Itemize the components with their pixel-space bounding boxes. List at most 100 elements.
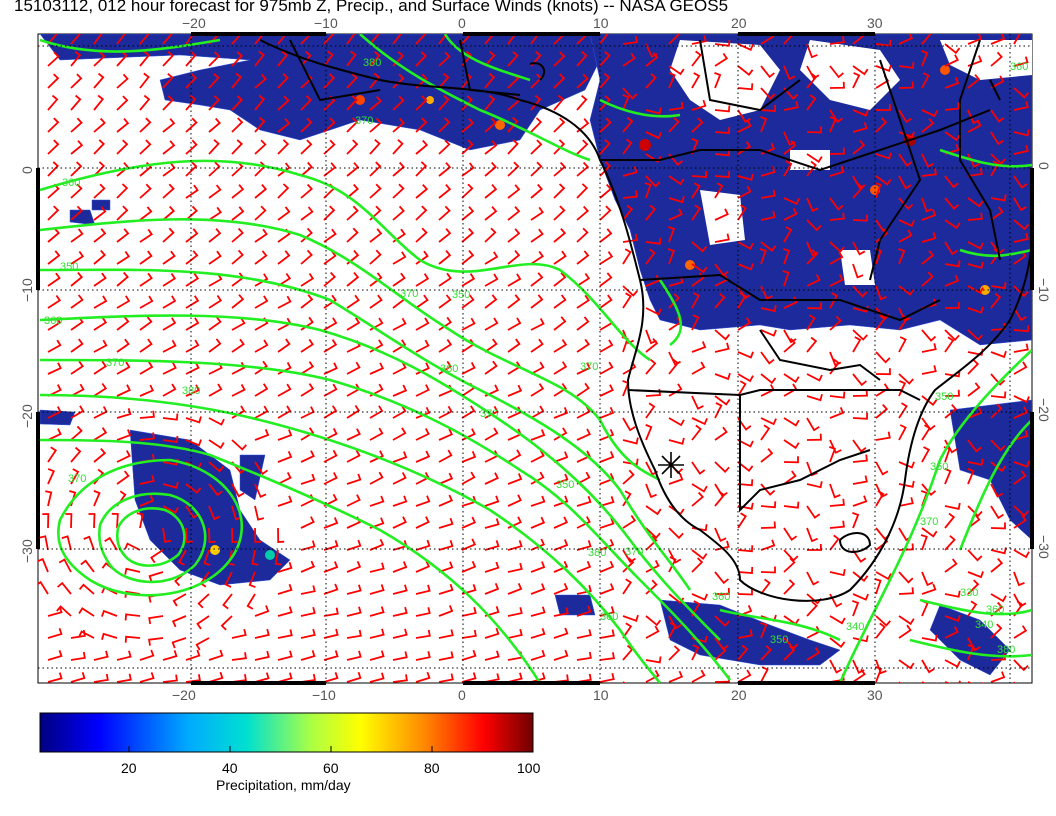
wind-barb xyxy=(760,521,776,529)
wind-barb xyxy=(576,250,590,265)
wind-barb xyxy=(737,83,754,91)
wind-barb xyxy=(1013,129,1030,137)
wind-barb xyxy=(415,406,431,419)
contour-label: 370 xyxy=(580,361,598,373)
wind-barb xyxy=(507,338,521,353)
wind-barb xyxy=(224,571,233,588)
wind-barb xyxy=(852,389,868,397)
wind-barb xyxy=(645,358,657,375)
wind-barb xyxy=(346,34,356,45)
wind-barb xyxy=(78,630,95,639)
wind-barb xyxy=(990,547,1007,555)
wind-barb xyxy=(78,583,95,595)
wind-barb xyxy=(990,391,1007,399)
wind-barb xyxy=(530,317,545,331)
wind-barb xyxy=(185,161,198,177)
wind-barb xyxy=(668,549,682,564)
wind-barb xyxy=(622,35,638,45)
wind-barb xyxy=(967,579,980,595)
wind-barb xyxy=(875,536,889,551)
wind-barb xyxy=(47,227,60,243)
wind-barb xyxy=(162,118,176,133)
wind-barb xyxy=(300,540,316,551)
wind-barb xyxy=(208,505,221,521)
wind-barb xyxy=(691,99,707,111)
wind-barb xyxy=(599,406,615,419)
wind-barb xyxy=(300,227,313,243)
wind-barb xyxy=(254,117,266,133)
wind-barb xyxy=(231,206,245,221)
wind-barb xyxy=(116,429,132,441)
wind-barb xyxy=(806,153,823,163)
wind-barb xyxy=(254,34,265,45)
wind-barb xyxy=(415,584,431,595)
wind-barb xyxy=(231,652,247,661)
wind-barb xyxy=(530,34,540,45)
lat-tick-left: −30 xyxy=(19,539,35,563)
wind-barb xyxy=(323,294,337,309)
wind-barb xyxy=(70,140,84,155)
wind-barb xyxy=(898,659,915,670)
wind-barb xyxy=(759,248,767,265)
wind-barb xyxy=(80,559,95,573)
wind-barb xyxy=(944,329,960,342)
wind-barb xyxy=(438,338,453,353)
wind-barb xyxy=(323,50,334,67)
wind-barb xyxy=(116,250,131,265)
wind-barb xyxy=(507,116,519,133)
wind-barb xyxy=(116,205,129,221)
wind-barb xyxy=(254,650,270,661)
wind-barb xyxy=(323,162,337,177)
wind-barb xyxy=(392,95,405,111)
wind-barb xyxy=(70,183,83,199)
wind-barb xyxy=(852,454,868,463)
wind-barb xyxy=(944,659,961,668)
wind-barb xyxy=(967,571,984,579)
wind-barb xyxy=(93,427,108,441)
wind-barb xyxy=(599,361,614,375)
wind-barb xyxy=(852,140,866,155)
wind-barb xyxy=(829,212,845,221)
wind-barb xyxy=(668,383,683,397)
wind-barb xyxy=(967,407,983,419)
wind-barb xyxy=(829,637,846,648)
wind-barb xyxy=(231,95,243,111)
wind-barb xyxy=(277,405,292,419)
wind-barb xyxy=(553,272,567,287)
wind-barb xyxy=(852,412,868,420)
wind-barb xyxy=(553,407,569,419)
wind-barb xyxy=(415,227,428,243)
wind-barb xyxy=(438,294,452,309)
wind-barb xyxy=(484,94,496,111)
wind-barb xyxy=(944,43,961,55)
wind-barb xyxy=(576,428,592,441)
wind-barb xyxy=(599,451,615,463)
wind-barb xyxy=(645,656,662,664)
wind-barb xyxy=(254,405,269,419)
wind-barb xyxy=(622,87,638,100)
wind-barb xyxy=(553,316,567,331)
wind-barb xyxy=(553,473,569,485)
wind-barb xyxy=(760,65,775,79)
wind-barb xyxy=(139,295,154,309)
wind-barb xyxy=(185,205,198,221)
wind-barb xyxy=(553,339,568,353)
wind-barb xyxy=(760,210,776,221)
wind-barb xyxy=(277,429,293,441)
wind-barb xyxy=(576,540,592,551)
wind-barb xyxy=(254,429,270,441)
wind-barb xyxy=(967,74,981,89)
wind-barb xyxy=(553,139,566,155)
wind-barb xyxy=(139,361,154,375)
wind-barb xyxy=(208,161,221,177)
wind-barb xyxy=(737,263,754,271)
wind-barb xyxy=(737,588,753,596)
wind-barb xyxy=(783,337,796,353)
wind-barb xyxy=(737,43,754,51)
wind-barb xyxy=(783,197,800,205)
wind-barb xyxy=(783,140,797,155)
wind-barb xyxy=(139,649,155,661)
wind-barb xyxy=(231,361,246,375)
wind-barb xyxy=(875,571,892,581)
wind-barb xyxy=(806,274,821,287)
